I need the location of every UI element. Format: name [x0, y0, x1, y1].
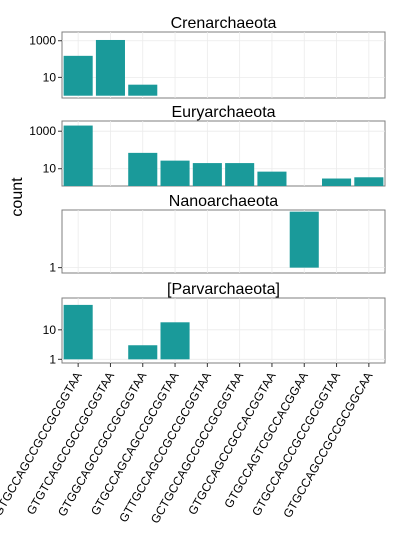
- facet-panel: Crenarchaeota 10 1000: [29, 15, 386, 99]
- bar: [63, 55, 93, 96]
- bar: [63, 304, 93, 360]
- bar: [128, 152, 158, 186]
- facet-panel: [Parvarchaeota] 1 10: [43, 281, 386, 366]
- bar: [192, 163, 222, 186]
- facet-title: Nanoarchaeota: [169, 193, 279, 210]
- y-tick-label: 10: [43, 70, 57, 84]
- bar: [257, 171, 287, 186]
- panel-background: [61, 209, 386, 274]
- y-axis-label: count: [9, 177, 26, 217]
- bar: [160, 160, 190, 186]
- bar: [354, 177, 384, 186]
- bar: [128, 84, 158, 96]
- facet-panels: Crenarchaeota 10 1000 Euryarchaeota 10 1000 Na…: [29, 15, 386, 366]
- bar: [63, 125, 93, 186]
- y-tick-label: 1: [49, 352, 56, 366]
- facet-panel: Euryarchaeota 10 1000: [29, 104, 386, 187]
- facet-title: Euryarchaeota: [171, 104, 275, 121]
- y-tick-label: 1000: [29, 34, 56, 48]
- bar: [289, 211, 319, 268]
- y-tick-label: 10: [43, 162, 57, 176]
- bar: [95, 39, 125, 96]
- y-tick-label: 1000: [29, 124, 56, 138]
- facet-title: [Parvarchaeota]: [167, 281, 280, 298]
- facet-title: Crenarchaeota: [171, 15, 277, 32]
- bar: [160, 322, 190, 360]
- bar: [225, 163, 255, 186]
- bar: [128, 345, 158, 360]
- panel-background: [61, 297, 386, 364]
- y-tick-label: 1: [49, 261, 56, 275]
- bar: [322, 178, 352, 186]
- facet-panel: Nanoarchaeota 1: [49, 193, 386, 275]
- y-tick-label: 10: [43, 323, 57, 337]
- panel-background: [61, 120, 386, 187]
